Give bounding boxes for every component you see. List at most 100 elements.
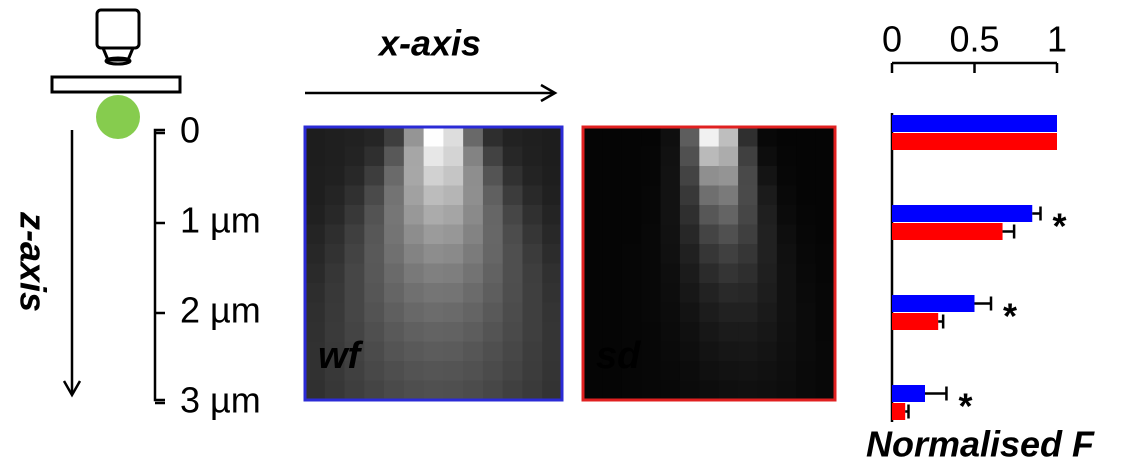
pixel — [757, 361, 778, 381]
pixel — [502, 283, 523, 303]
pixel — [757, 322, 778, 342]
pixel — [679, 146, 700, 167]
pixel — [502, 302, 523, 323]
pixel — [738, 380, 758, 401]
sd-frame — [581, 125, 837, 402]
pixel — [384, 283, 405, 303]
pixel — [621, 322, 642, 342]
wf-label: wf — [318, 335, 364, 377]
pixel — [796, 380, 817, 401]
pixel — [443, 302, 464, 323]
pixel — [583, 263, 603, 284]
pixel — [815, 341, 836, 362]
pixel — [463, 205, 484, 225]
significance-mark: * — [1003, 296, 1017, 337]
z-axis-label: z-axis — [12, 211, 53, 312]
pixel — [738, 341, 758, 362]
pixel — [502, 224, 523, 245]
pixel — [542, 283, 563, 303]
pixel — [384, 185, 405, 206]
pixel — [718, 205, 739, 225]
pixel — [463, 166, 484, 186]
pixel — [776, 244, 797, 264]
pixel — [344, 127, 365, 147]
pixel — [699, 263, 720, 284]
significance-mark: * — [1053, 206, 1067, 247]
pixel — [815, 302, 836, 323]
pixel — [738, 244, 758, 264]
pixel — [660, 380, 681, 401]
pixel — [403, 283, 425, 303]
pixel — [542, 302, 563, 323]
pixel — [364, 224, 385, 245]
pixel — [324, 322, 346, 342]
pixel — [463, 302, 484, 323]
pixel — [364, 302, 385, 323]
pixel — [305, 224, 326, 245]
pixel — [641, 361, 662, 381]
pixel — [423, 380, 444, 401]
pixel — [602, 263, 623, 284]
pixel — [718, 263, 739, 284]
pixel — [463, 263, 484, 284]
pixel — [423, 283, 444, 303]
pixel — [583, 205, 603, 225]
pixel — [542, 341, 563, 362]
pixel — [522, 224, 543, 245]
pixel — [796, 302, 817, 323]
pixel — [815, 380, 836, 401]
bar — [892, 313, 939, 330]
pixel — [423, 341, 444, 362]
pixel — [796, 283, 817, 303]
x-tick-label: 0 — [882, 19, 902, 60]
pixel — [305, 361, 326, 381]
pixel — [482, 380, 504, 401]
pixel — [776, 185, 797, 206]
pixel — [796, 166, 817, 186]
pixel — [463, 322, 484, 342]
pixel — [738, 302, 758, 323]
pixel — [305, 302, 326, 323]
pixel — [443, 380, 464, 401]
pixel — [699, 127, 720, 147]
pixel — [463, 244, 484, 264]
pixel — [384, 341, 405, 362]
pixel — [344, 185, 365, 206]
bar — [892, 115, 1057, 132]
pixel — [621, 146, 642, 167]
pixel — [602, 224, 623, 245]
pixel — [641, 127, 662, 147]
pixel — [344, 224, 365, 245]
pixel — [403, 263, 425, 284]
pixel — [757, 146, 778, 167]
pixel — [482, 361, 504, 381]
pixel — [344, 283, 365, 303]
pixel — [364, 263, 385, 284]
pixel — [542, 380, 563, 401]
pixel — [602, 205, 623, 225]
pixel — [344, 146, 365, 167]
sd-label: sd — [596, 335, 641, 377]
wf-frame — [303, 125, 564, 402]
pixel — [583, 224, 603, 245]
pixel — [522, 263, 543, 284]
pixel — [583, 244, 603, 264]
pixel — [602, 127, 623, 147]
pixel — [364, 205, 385, 225]
pixel — [423, 263, 444, 284]
pixel — [699, 361, 720, 381]
pixel — [796, 341, 817, 362]
pixel — [602, 380, 623, 401]
pixel — [522, 302, 543, 323]
pixel — [699, 146, 720, 167]
pixel — [660, 283, 681, 303]
pixel — [324, 283, 346, 303]
pixel — [364, 322, 385, 342]
pixel — [305, 322, 326, 342]
x-arrow — [305, 83, 558, 103]
pixel — [815, 361, 836, 381]
pixel — [403, 185, 425, 206]
pixel — [384, 127, 405, 147]
pixel — [324, 361, 346, 381]
pixel — [502, 322, 523, 342]
